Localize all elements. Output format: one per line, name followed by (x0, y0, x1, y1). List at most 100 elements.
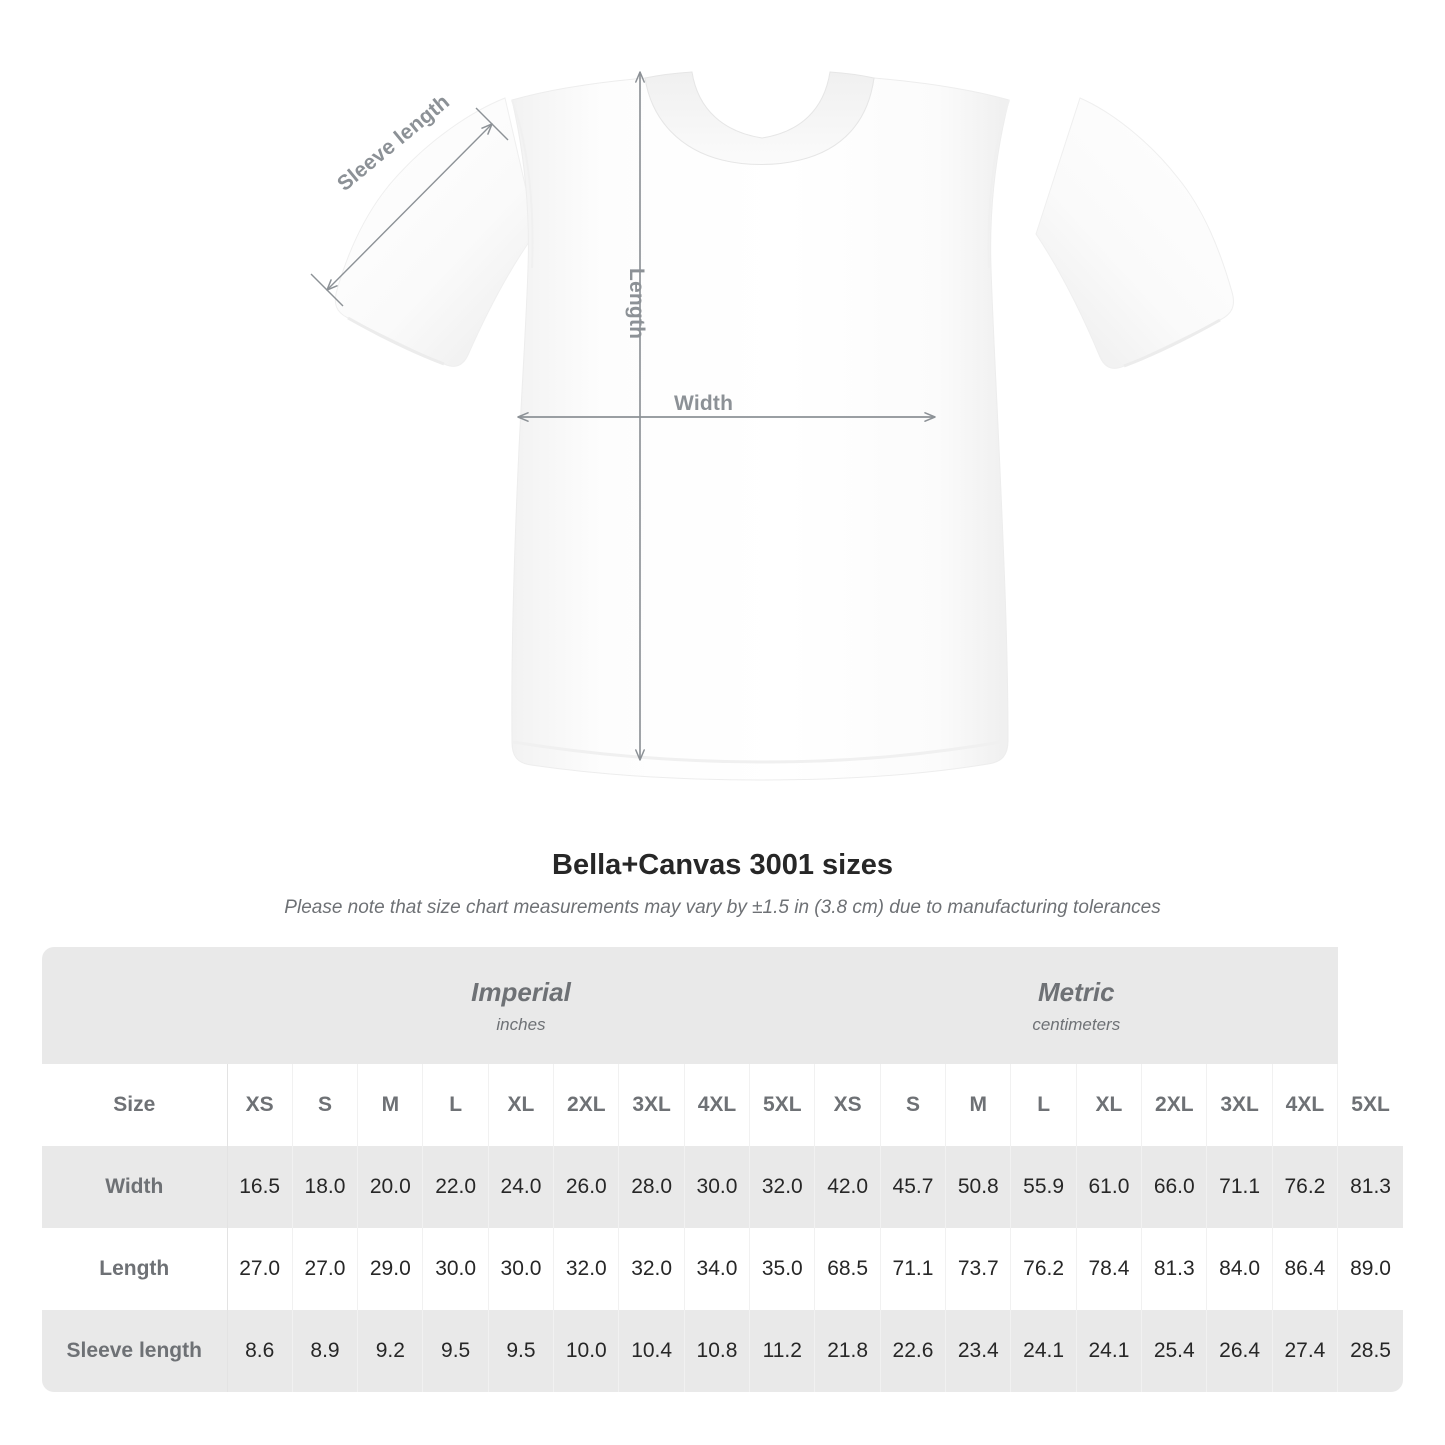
cell-length-imperial-8: 35.0 (749, 1228, 815, 1310)
cell-width-metric-2: 50.8 (945, 1146, 1011, 1228)
tolerance-note: Please note that size chart measurements… (284, 897, 1161, 918)
metric-unit-sub: centimeters (1032, 1014, 1121, 1034)
cell-width-imperial-6: 28.0 (618, 1146, 685, 1228)
cell-sleeve-metric-2: 23.4 (945, 1310, 1011, 1392)
row-label-length: Length (42, 1228, 227, 1310)
cell-length-metric-2: 73.7 (945, 1228, 1011, 1310)
tshirt-body (511, 77, 1010, 781)
unit-band-spacer (42, 947, 227, 1064)
cell-width-metric-8: 81.3 (1337, 1146, 1403, 1228)
unit-band-row: Imperial inches Metric centimeters (42, 947, 1403, 1064)
cell-width-imperial-0: 16.5 (226, 1146, 293, 1228)
cell-length-imperial-4: 30.0 (487, 1228, 554, 1310)
imperial-unit-header: Imperial inches (227, 947, 815, 1064)
cell-sleeve-imperial-6: 10.4 (618, 1310, 685, 1392)
cell-width-metric-5: 66.0 (1141, 1146, 1207, 1228)
col-header-imperial-5xl: 5XL (749, 1064, 815, 1146)
cell-length-metric-8: 89.0 (1337, 1228, 1403, 1310)
sleeve-length-arrow (326, 123, 493, 291)
cell-width-metric-1: 45.7 (879, 1146, 946, 1228)
sleeve-tick-top (475, 107, 509, 141)
cell-length-imperial-2: 29.0 (357, 1228, 423, 1310)
left-shoulder-seam (511, 99, 534, 269)
col-header-metric-2xl: 2XL (1141, 1064, 1207, 1146)
cell-length-imperial-5: 32.0 (553, 1228, 619, 1310)
cell-width-metric-4: 61.0 (1075, 1146, 1142, 1228)
col-header-metric-4xl: 4XL (1271, 1064, 1338, 1146)
cell-sleeve-imperial-0: 8.6 (226, 1310, 293, 1392)
metric-unit-header: Metric centimeters (814, 947, 1338, 1064)
col-header-metric-xl: XL (1075, 1064, 1142, 1146)
col-header-imperial-4xl: 4XL (683, 1064, 750, 1146)
tshirt-diagram: Sleeve length Length Width (310, 71, 1234, 781)
left-sleeve-hem (347, 316, 445, 366)
cell-sleeve-metric-3: 24.1 (1010, 1310, 1077, 1392)
cell-width-imperial-1: 18.0 (291, 1146, 358, 1228)
col-header-imperial-l: L (422, 1064, 489, 1146)
cell-sleeve-imperial-7: 10.8 (683, 1310, 750, 1392)
col-header-metric-3xl: 3XL (1206, 1064, 1273, 1146)
table-row: Width 16.5 18.0 20.0 22.0 24.0 26.0 28.0… (42, 1146, 1403, 1228)
cell-width-metric-0: 42.0 (814, 1146, 881, 1228)
size-row-header: Size (42, 1064, 227, 1146)
col-header-imperial-2xl: 2XL (553, 1064, 619, 1146)
cell-width-metric-7: 76.2 (1271, 1146, 1338, 1228)
cell-width-imperial-5: 26.0 (553, 1146, 619, 1228)
col-header-metric-m: M (945, 1064, 1011, 1146)
cell-length-imperial-6: 32.0 (618, 1228, 685, 1310)
table-row: Length 27.0 27.0 29.0 30.0 30.0 32.0 32.… (42, 1228, 1403, 1310)
cell-length-imperial-3: 30.0 (422, 1228, 489, 1310)
cell-sleeve-metric-4: 24.1 (1075, 1310, 1142, 1392)
cell-sleeve-metric-1: 22.6 (879, 1310, 946, 1392)
cell-length-imperial-7: 34.0 (683, 1228, 750, 1310)
metric-unit-name: Metric (1037, 977, 1115, 1008)
cell-length-metric-6: 84.0 (1206, 1228, 1273, 1310)
col-header-metric-5xl: 5XL (1337, 1064, 1403, 1146)
imperial-unit-sub: inches (496, 1014, 546, 1034)
cell-sleeve-metric-7: 27.4 (1271, 1310, 1338, 1392)
row-label-sleeve-length: Sleeve length (42, 1310, 227, 1392)
cell-sleeve-imperial-4: 9.5 (487, 1310, 554, 1392)
cell-sleeve-imperial-1: 8.9 (291, 1310, 358, 1392)
row-label-width: Width (42, 1146, 227, 1228)
col-header-metric-l: L (1010, 1064, 1077, 1146)
cell-sleeve-imperial-5: 10.0 (553, 1310, 619, 1392)
cell-width-imperial-8: 32.0 (749, 1146, 815, 1228)
size-table: Imperial inches Metric centimeters Size … (42, 947, 1403, 1392)
cell-sleeve-metric-5: 25.4 (1141, 1310, 1207, 1392)
cell-length-metric-1: 71.1 (879, 1228, 946, 1310)
cell-sleeve-metric-8: 28.5 (1337, 1310, 1403, 1392)
page-title: Bella+Canvas 3001 sizes (552, 849, 893, 881)
cell-width-metric-3: 55.9 (1010, 1146, 1077, 1228)
table-row: Sleeve length 8.6 8.9 9.2 9.5 9.5 10.0 1… (42, 1310, 1403, 1392)
cell-sleeve-metric-0: 21.8 (814, 1310, 881, 1392)
sleeve-tick-bottom (310, 273, 344, 307)
col-header-imperial-3xl: 3XL (618, 1064, 685, 1146)
cell-width-metric-6: 71.1 (1206, 1146, 1273, 1228)
cell-sleeve-imperial-8: 11.2 (749, 1310, 815, 1392)
col-header-imperial-s: S (291, 1064, 358, 1146)
size-table-container: Imperial inches Metric centimeters Size … (42, 947, 1403, 1392)
cell-length-metric-4: 78.4 (1075, 1228, 1142, 1310)
width-label: Width (674, 392, 734, 415)
cell-sleeve-imperial-2: 9.2 (357, 1310, 423, 1392)
right-sleeve-hem (1123, 318, 1221, 368)
imperial-unit-name: Imperial (471, 977, 571, 1008)
bottom-hem (512, 739, 1008, 764)
cell-width-imperial-2: 20.0 (357, 1146, 423, 1228)
col-header-metric-s: S (879, 1064, 946, 1146)
collar (644, 71, 875, 165)
cell-sleeve-imperial-3: 9.5 (422, 1310, 489, 1392)
right-shoulder-seam (987, 99, 1010, 269)
cell-sleeve-metric-6: 26.4 (1206, 1310, 1273, 1392)
dimension-lines (310, 71, 936, 761)
cell-width-imperial-3: 22.0 (422, 1146, 489, 1228)
col-header-imperial-xs: XS (226, 1064, 293, 1146)
col-header-imperial-m: M (357, 1064, 423, 1146)
cell-width-imperial-7: 30.0 (683, 1146, 750, 1228)
col-header-imperial-xl: XL (487, 1064, 554, 1146)
cell-length-metric-5: 81.3 (1141, 1228, 1207, 1310)
tshirt-shape (334, 71, 1234, 781)
tshirt-illustration (310, 71, 1234, 781)
